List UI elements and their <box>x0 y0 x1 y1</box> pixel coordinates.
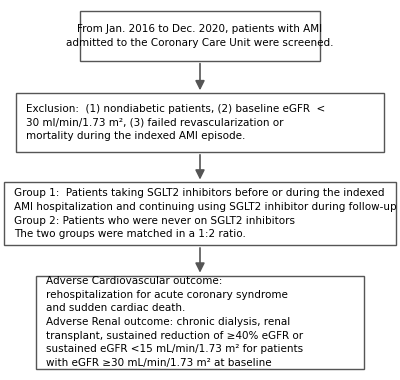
FancyBboxPatch shape <box>4 182 396 245</box>
FancyBboxPatch shape <box>36 276 364 369</box>
Text: From Jan. 2016 to Dec. 2020, patients with AMI
admitted to the Coronary Care Uni: From Jan. 2016 to Dec. 2020, patients wi… <box>66 24 334 48</box>
FancyBboxPatch shape <box>16 93 384 152</box>
Text: Group 1:  Patients taking SGLT2 inhibitors before or during the indexed
AMI hosp: Group 1: Patients taking SGLT2 inhibitor… <box>14 188 397 239</box>
Text: Exclusion:  (1) nondiabetic patients, (2) baseline eGFR  <
30 ml/min/1.73 m², (3: Exclusion: (1) nondiabetic patients, (2)… <box>26 104 325 141</box>
FancyBboxPatch shape <box>80 11 320 61</box>
Text: Adverse Cardiovascular outcome:
rehospitalization for acute coronary syndrome
an: Adverse Cardiovascular outcome: rehospit… <box>46 276 303 368</box>
